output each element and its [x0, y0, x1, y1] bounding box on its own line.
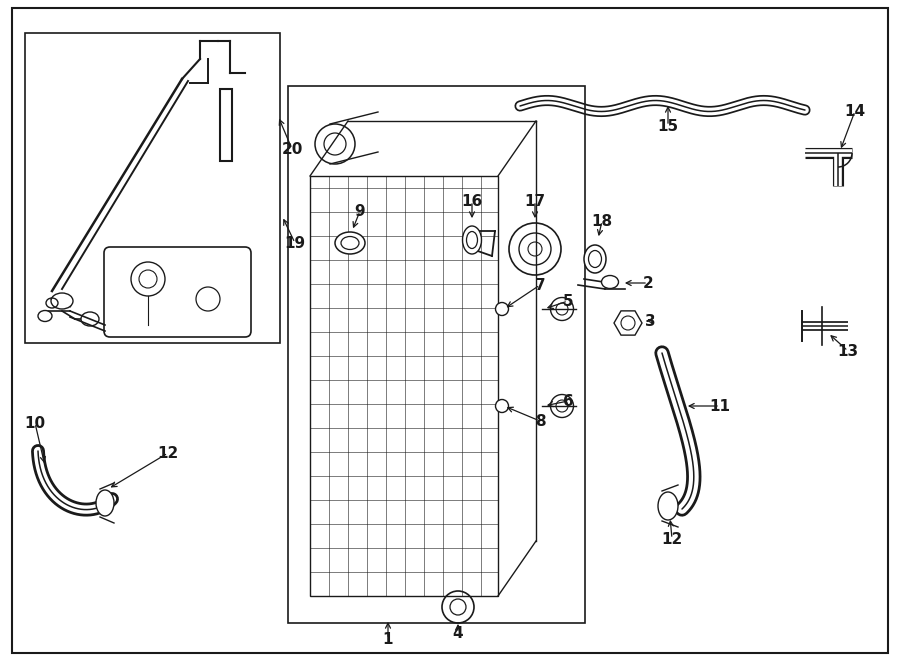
Ellipse shape [335, 232, 365, 254]
Text: 11: 11 [709, 399, 731, 414]
Circle shape [496, 303, 508, 315]
Ellipse shape [658, 492, 678, 520]
Ellipse shape [463, 226, 482, 254]
Text: 9: 9 [355, 204, 365, 219]
Text: 12: 12 [158, 446, 178, 461]
Text: 12: 12 [662, 531, 682, 547]
Text: 2: 2 [643, 276, 653, 290]
Ellipse shape [81, 312, 99, 326]
Text: 16: 16 [462, 194, 482, 208]
Text: 10: 10 [24, 416, 46, 430]
Text: 4: 4 [453, 625, 464, 641]
Bar [310, 176, 498, 596]
Ellipse shape [96, 490, 114, 516]
Text: 19: 19 [284, 235, 306, 251]
Text: 18: 18 [591, 214, 613, 229]
Bar [288, 86, 585, 623]
Text: 17: 17 [525, 194, 545, 208]
Ellipse shape [584, 245, 606, 273]
Text: 15: 15 [657, 118, 679, 134]
Text: 20: 20 [282, 141, 302, 157]
Text: 13: 13 [837, 344, 859, 358]
Ellipse shape [38, 311, 52, 321]
Circle shape [496, 399, 508, 412]
Ellipse shape [601, 276, 618, 288]
Bar [220, 89, 232, 161]
Text: 8: 8 [535, 414, 545, 428]
Text: 14: 14 [844, 104, 866, 118]
Ellipse shape [51, 293, 73, 309]
Bar [25, 33, 280, 343]
Text: 3: 3 [644, 313, 655, 329]
Text: 6: 6 [562, 393, 573, 408]
Text: 7: 7 [535, 278, 545, 293]
Text: 1: 1 [382, 631, 393, 646]
Text: 5: 5 [562, 293, 573, 309]
